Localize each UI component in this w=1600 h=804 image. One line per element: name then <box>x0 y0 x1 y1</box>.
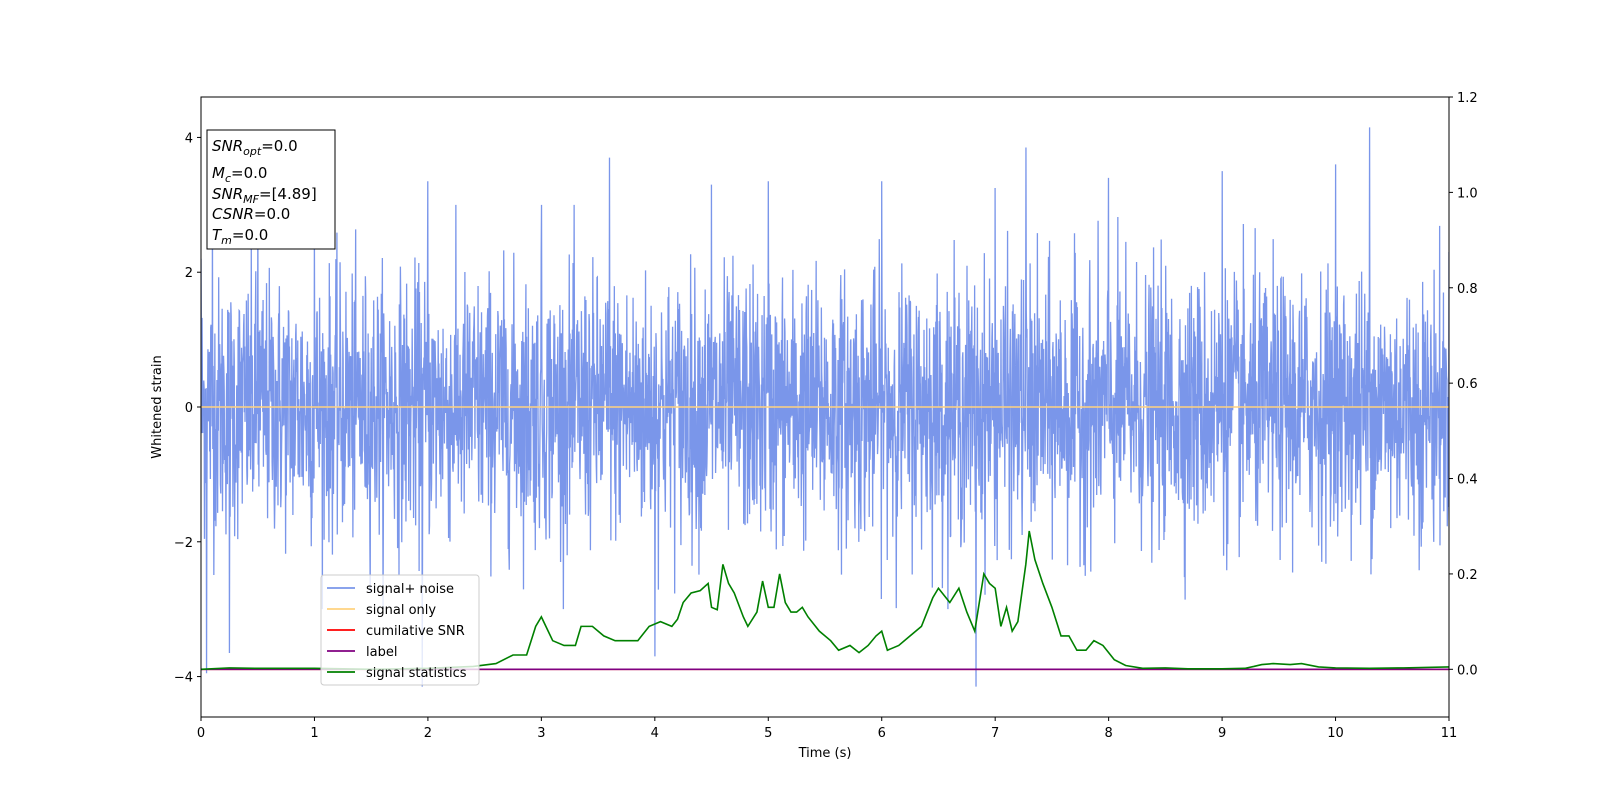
info-mc: Mc=0.0 <box>212 164 267 185</box>
legend-cumulative-snr-label: cumilative SNR <box>366 624 465 639</box>
legend: signal+ noise signal only cumilative SNR la… <box>320 574 480 686</box>
info-snr-opt-value: =0.0 <box>261 137 297 155</box>
info-mc-sub: c <box>225 172 231 185</box>
legend-signal-noise: signal+ noise <box>327 582 454 597</box>
info-snr-opt: SNRopt=0.0 <box>212 137 298 158</box>
y2-tick-label: 0.6 <box>1457 377 1478 392</box>
y-axis-label: Whitened strain <box>150 355 165 458</box>
x-tick-label: 8 <box>1104 726 1112 741</box>
legend-frame <box>320 574 480 686</box>
series-signal-statistics-line <box>201 530 1449 671</box>
info-snr-mf-value: =[4.89] <box>259 185 317 203</box>
info-snr-mf: SNRMF=[4.89] <box>212 185 317 206</box>
y2-tick-label: 0.2 <box>1457 568 1478 583</box>
x-tick-label: 0 <box>197 726 205 741</box>
info-mc-value: =0.0 <box>231 164 267 182</box>
x-tick-label: 4 <box>651 726 659 741</box>
info-snr-opt-sub: opt <box>243 145 262 158</box>
x-tick-label: 10 <box>1327 726 1344 741</box>
y-tick-label: 2 <box>185 266 193 281</box>
info-box-frame <box>206 129 336 250</box>
legend-label: label <box>327 645 397 660</box>
info-snr-mf-label: SNR <box>212 185 243 203</box>
info-box: SNRopt=0.0 Mc=0.0 SNRMF=[4.89] CSNR=0.0 … <box>206 129 336 250</box>
legend-signal-noise-label: signal+ noise <box>366 582 454 597</box>
info-tm-sub: m <box>221 234 232 247</box>
x-tick-label: 7 <box>991 726 999 741</box>
x-tick-label: 3 <box>537 726 545 741</box>
series-signal-noise-line <box>201 127 1449 687</box>
legend-signal-only: signal only <box>327 603 436 618</box>
legend-signal-statistics: signal statistics <box>327 666 467 681</box>
info-tm-value: =0.0 <box>232 226 268 244</box>
info-tm-label: T <box>212 226 223 244</box>
x-tick-label: 5 <box>764 726 772 741</box>
info-snr-opt-label: SNR <box>212 137 243 155</box>
x-tick-label: 2 <box>424 726 432 741</box>
x-tick-label: 9 <box>1218 726 1226 741</box>
y-tick-label: −4 <box>174 671 193 686</box>
legend-cumulative-snr: cumilative SNR <box>327 624 465 639</box>
x-tick-label: 6 <box>878 726 886 741</box>
legend-signal-only-label: signal only <box>366 603 436 618</box>
x-tick-label: 1 <box>310 726 318 741</box>
y2-tick-label: 0.8 <box>1457 282 1478 297</box>
legend-entries: signal+ noise signal only cumilative SNR la… <box>327 582 467 681</box>
y-tick-label: 4 <box>185 131 193 146</box>
info-mc-label: M <box>212 164 225 182</box>
legend-signal-statistics-label: signal statistics <box>366 666 467 681</box>
legend-label-label: label <box>366 645 397 660</box>
y-tick-label: 0 <box>185 401 193 416</box>
info-csnr-label: CSNR <box>212 205 254 223</box>
x-tick-label: 11 <box>1441 726 1458 741</box>
y2-tick-label: 1.0 <box>1457 186 1478 201</box>
y2-tick-label: 0.0 <box>1457 663 1478 678</box>
info-tm: Tm=0.0 <box>212 226 268 247</box>
y2-tick-label: 1.2 <box>1457 91 1478 106</box>
info-csnr-value: =0.0 <box>254 205 290 223</box>
info-csnr: CSNR=0.0 <box>212 205 290 223</box>
x-axis-label: Time (s) <box>798 746 852 761</box>
y-tick-label: −2 <box>174 536 193 551</box>
info-snr-mf-sub: MF <box>243 193 259 206</box>
ticks-layer: 0 1 2 3 4 5 6 7 8 9 10 11 −4 −2 0 2 4 0.0 0.2 0.4 0.6 0.8 1.0 1… <box>174 91 1478 741</box>
y2-tick-label: 0.4 <box>1457 473 1478 488</box>
